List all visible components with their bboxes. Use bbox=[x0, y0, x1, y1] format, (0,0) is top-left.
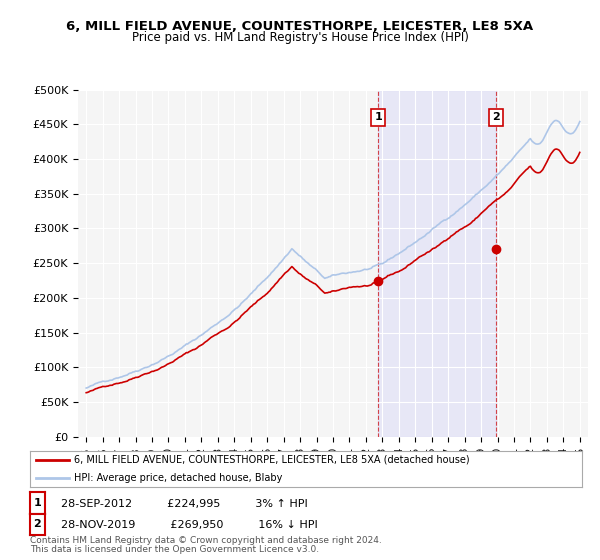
Text: 1: 1 bbox=[34, 498, 41, 508]
Text: HPI: Average price, detached house, Blaby: HPI: Average price, detached house, Blab… bbox=[74, 473, 283, 483]
Text: 2: 2 bbox=[492, 113, 500, 123]
Text: Contains HM Land Registry data © Crown copyright and database right 2024.: Contains HM Land Registry data © Crown c… bbox=[30, 536, 382, 545]
Bar bbox=[378, 90, 496, 437]
Text: 28-NOV-2019          £269,950          16% ↓ HPI: 28-NOV-2019 £269,950 16% ↓ HPI bbox=[54, 520, 318, 530]
Text: 1: 1 bbox=[374, 113, 382, 123]
Text: Price paid vs. HM Land Registry's House Price Index (HPI): Price paid vs. HM Land Registry's House … bbox=[131, 31, 469, 44]
Text: 2: 2 bbox=[34, 519, 41, 529]
Text: 28-SEP-2012          £224,995          3% ↑ HPI: 28-SEP-2012 £224,995 3% ↑ HPI bbox=[54, 499, 308, 509]
Text: 6, MILL FIELD AVENUE, COUNTESTHORPE, LEICESTER, LE8 5XA (detached house): 6, MILL FIELD AVENUE, COUNTESTHORPE, LEI… bbox=[74, 455, 470, 465]
Text: 6, MILL FIELD AVENUE, COUNTESTHORPE, LEICESTER, LE8 5XA: 6, MILL FIELD AVENUE, COUNTESTHORPE, LEI… bbox=[67, 20, 533, 32]
Text: This data is licensed under the Open Government Licence v3.0.: This data is licensed under the Open Gov… bbox=[30, 545, 319, 554]
